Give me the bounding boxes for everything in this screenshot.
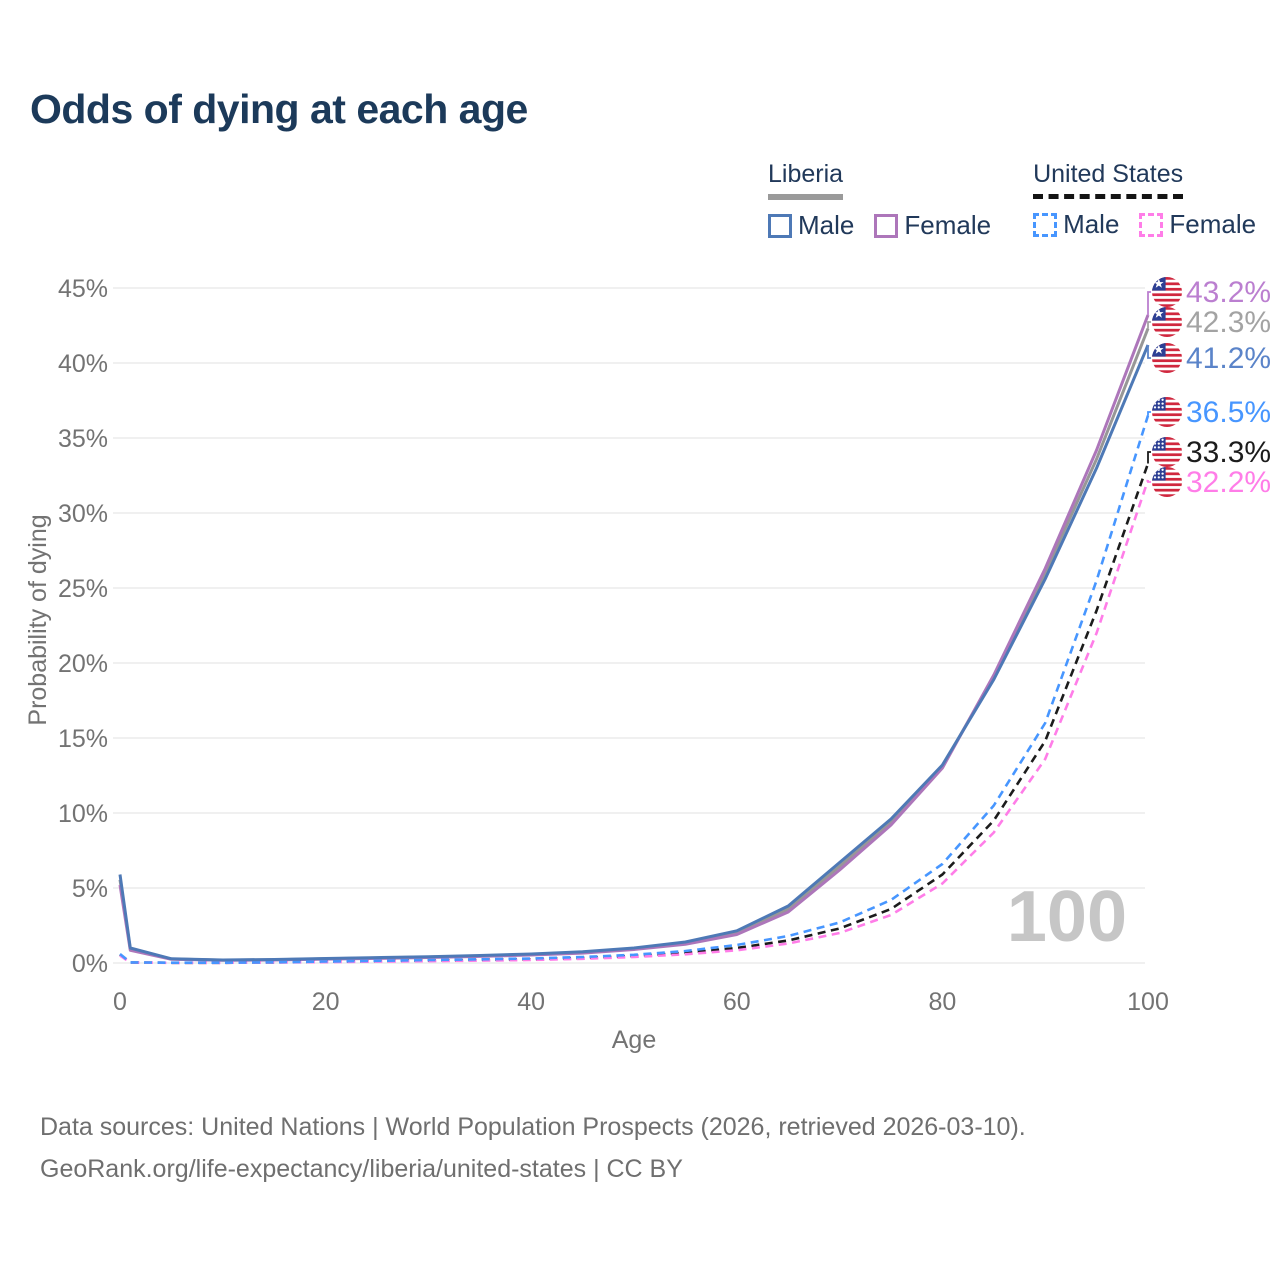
- y-tick-label: 20%: [58, 650, 108, 678]
- x-tick-label: 60: [723, 988, 751, 1016]
- end-label-connector: [1147, 411, 1151, 416]
- end-value-label: 41.2%: [1186, 342, 1271, 375]
- x-tick-label: 100: [1127, 988, 1169, 1016]
- liberia-flag-icon: [1152, 343, 1182, 373]
- legend-item-label: Female: [904, 210, 992, 240]
- chart-legend: Liberia Male Female United States Male: [768, 160, 1256, 241]
- series-line-liberia-female[interactable]: [118, 314, 1150, 962]
- end-label-connector: [1147, 321, 1151, 329]
- x-tick-label: 20: [312, 988, 340, 1016]
- us-female-line-swatch: [1139, 212, 1164, 237]
- liberia-flag-icon: [1152, 277, 1182, 307]
- united-states-flag-icon: [1152, 467, 1182, 497]
- y-tick-label: 35%: [58, 425, 108, 453]
- attribution-line: GeoRank.org/life-expectancy/liberia/unit…: [40, 1155, 683, 1183]
- legend-country-united-states[interactable]: United States: [1033, 160, 1184, 199]
- x-tick-label: 0: [113, 988, 127, 1016]
- end-label-connector: [1147, 480, 1151, 483]
- legend-item-label: Male: [1063, 209, 1120, 239]
- x-tick-label: 80: [928, 988, 956, 1016]
- end-value-label: 43.2%: [1186, 276, 1271, 309]
- end-value-label: 32.2%: [1186, 466, 1271, 499]
- united-states-flag-icon: [1152, 437, 1182, 467]
- end-value-label: 36.5%: [1186, 396, 1271, 429]
- chart-title: Odds of dying at each age: [30, 86, 528, 132]
- series-line-united-states-female[interactable]: [119, 479, 1150, 965]
- legend-item-us-male[interactable]: Male: [1033, 209, 1119, 240]
- us-male-line-swatch: [1033, 212, 1058, 237]
- age-indicator: 100: [1007, 877, 1127, 957]
- end-labels: 43.2%42.3%41.2% 36.5% 33.3%32.2%: [1147, 276, 1271, 499]
- legend-items-liberia: Male Female: [768, 210, 991, 241]
- series-line-liberia-male[interactable]: [118, 344, 1150, 962]
- legend-item-liberia-male[interactable]: Male: [768, 210, 854, 241]
- end-label-connector: [1147, 291, 1151, 315]
- y-tick-label: 30%: [58, 500, 108, 528]
- liberia-female-line-swatch: [874, 213, 899, 238]
- legend-group-liberia: Liberia Male Female: [768, 160, 991, 241]
- age-indicator-value: 100: [1007, 877, 1127, 957]
- legend-item-label: Male: [798, 210, 855, 240]
- legend-item-label: Female: [1169, 209, 1257, 239]
- liberia-flag-icon: [1152, 307, 1182, 337]
- series-lines: [118, 314, 1150, 965]
- series-line-united-states-male[interactable]: [119, 415, 1150, 964]
- y-tick-label: 5%: [72, 875, 108, 903]
- data-sources-line: Data sources: United Nations | World Pop…: [40, 1113, 1026, 1141]
- axes: 0% 5% 10% 15% 20% 25% 30% 35% 40% 45% 0 20 40 60 80 100…: [24, 275, 1169, 1054]
- series-line-liberia[interactable]: [118, 327, 1150, 962]
- legend-country-liberia[interactable]: Liberia: [768, 160, 844, 200]
- legend-item-liberia-female[interactable]: Female: [874, 210, 991, 241]
- liberia-male-line-swatch: [768, 213, 792, 238]
- y-axis-title: Probability of dying: [24, 514, 52, 725]
- footer: Data sources: United Nations | World Pop…: [40, 1106, 1026, 1190]
- y-tick-label: 0%: [72, 950, 108, 978]
- x-axis-title: Age: [612, 1026, 656, 1054]
- y-tick-label: 10%: [58, 800, 108, 828]
- y-tick-label: 15%: [58, 725, 108, 753]
- end-label-connector: [1147, 345, 1151, 359]
- end-value-label: 33.3%: [1186, 436, 1271, 469]
- legend-item-us-female[interactable]: Female: [1139, 209, 1256, 240]
- united-states-flag-icon: [1152, 397, 1182, 427]
- legend-group-united-states: United States Male Female: [1033, 160, 1256, 241]
- x-tick-label: 40: [517, 988, 545, 1016]
- y-tick-label: 40%: [58, 350, 108, 378]
- end-value-label: 42.3%: [1186, 306, 1271, 339]
- legend-items-united-states: Male Female: [1033, 209, 1256, 240]
- y-tick-label: 25%: [58, 575, 108, 603]
- gridlines: [113, 287, 1145, 964]
- y-tick-label: 45%: [58, 275, 108, 303]
- end-label-connector: [1147, 451, 1151, 464]
